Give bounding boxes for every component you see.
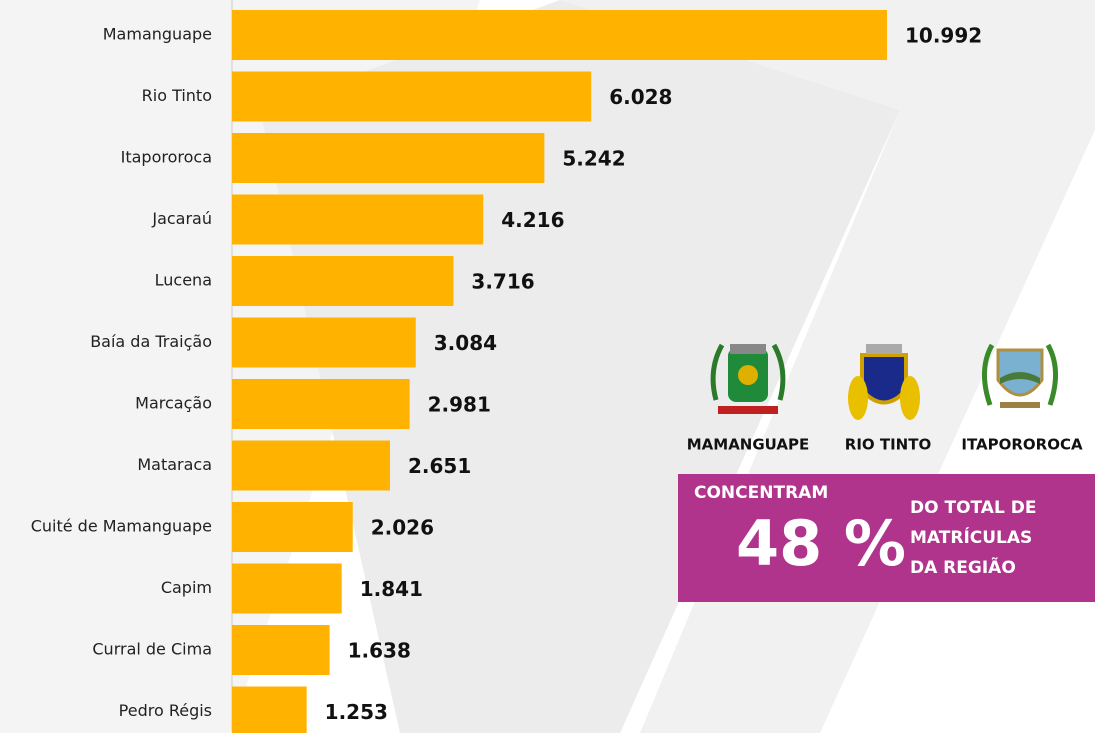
background-shape [560,0,1095,733]
crest [982,343,1058,408]
bar [232,10,887,60]
callout-line: DO TOTAL DE [910,498,1036,518]
category-label: Curral de Cima [92,640,212,659]
value-label: 1.253 [325,700,388,724]
bar [232,563,342,614]
value-label: 2.026 [371,516,434,540]
category-label: Jacaraú [151,209,212,228]
callout-box [678,474,1095,602]
crest [848,344,920,420]
callout-line: DA REGIÃO [910,555,1016,578]
value-label: 1.841 [360,577,423,601]
crests [710,343,1058,420]
value-label: 2.981 [428,393,491,417]
value-label: 6.028 [609,85,672,109]
value-label: 5.242 [562,147,625,171]
value-label: 10.992 [905,24,982,48]
category-label: Baía da Traição [90,332,212,351]
bar [232,194,484,245]
category-label: Cuité de Mamanguape [31,517,212,536]
bar [232,256,454,306]
bar [232,625,330,675]
value-label: 3.716 [471,270,534,294]
bar [232,379,410,429]
background-shape [260,0,900,733]
value-label: 2.651 [408,454,471,478]
callout-line: MATRÍCULAS [910,526,1032,548]
category-label: Pedro Régis [119,701,212,720]
category-label: Mamanguape [103,25,212,44]
bar [232,502,353,552]
bar [232,686,307,733]
city-name: ITAPOROROCA [961,436,1083,454]
category-label: Mataraca [137,455,212,474]
bar [232,440,390,491]
category-label: Capim [161,578,212,597]
crest [710,343,786,414]
category-label: Lucena [155,271,212,290]
bar [232,71,592,122]
bar [232,133,545,183]
category-label: Marcação [135,394,212,413]
value-label: 4.216 [501,208,564,232]
value-label: 3.084 [434,331,497,355]
city-name: RIO TINTO [845,436,931,454]
category-label: Itapororoca [121,148,212,167]
category-label: Rio Tinto [142,86,212,105]
value-label: 1.638 [348,639,411,663]
bar [232,317,416,368]
callout-lead: CONCENTRAM [694,483,828,503]
city-name: MAMANGUAPE [687,436,810,454]
callout-share: 48 % [736,507,906,580]
